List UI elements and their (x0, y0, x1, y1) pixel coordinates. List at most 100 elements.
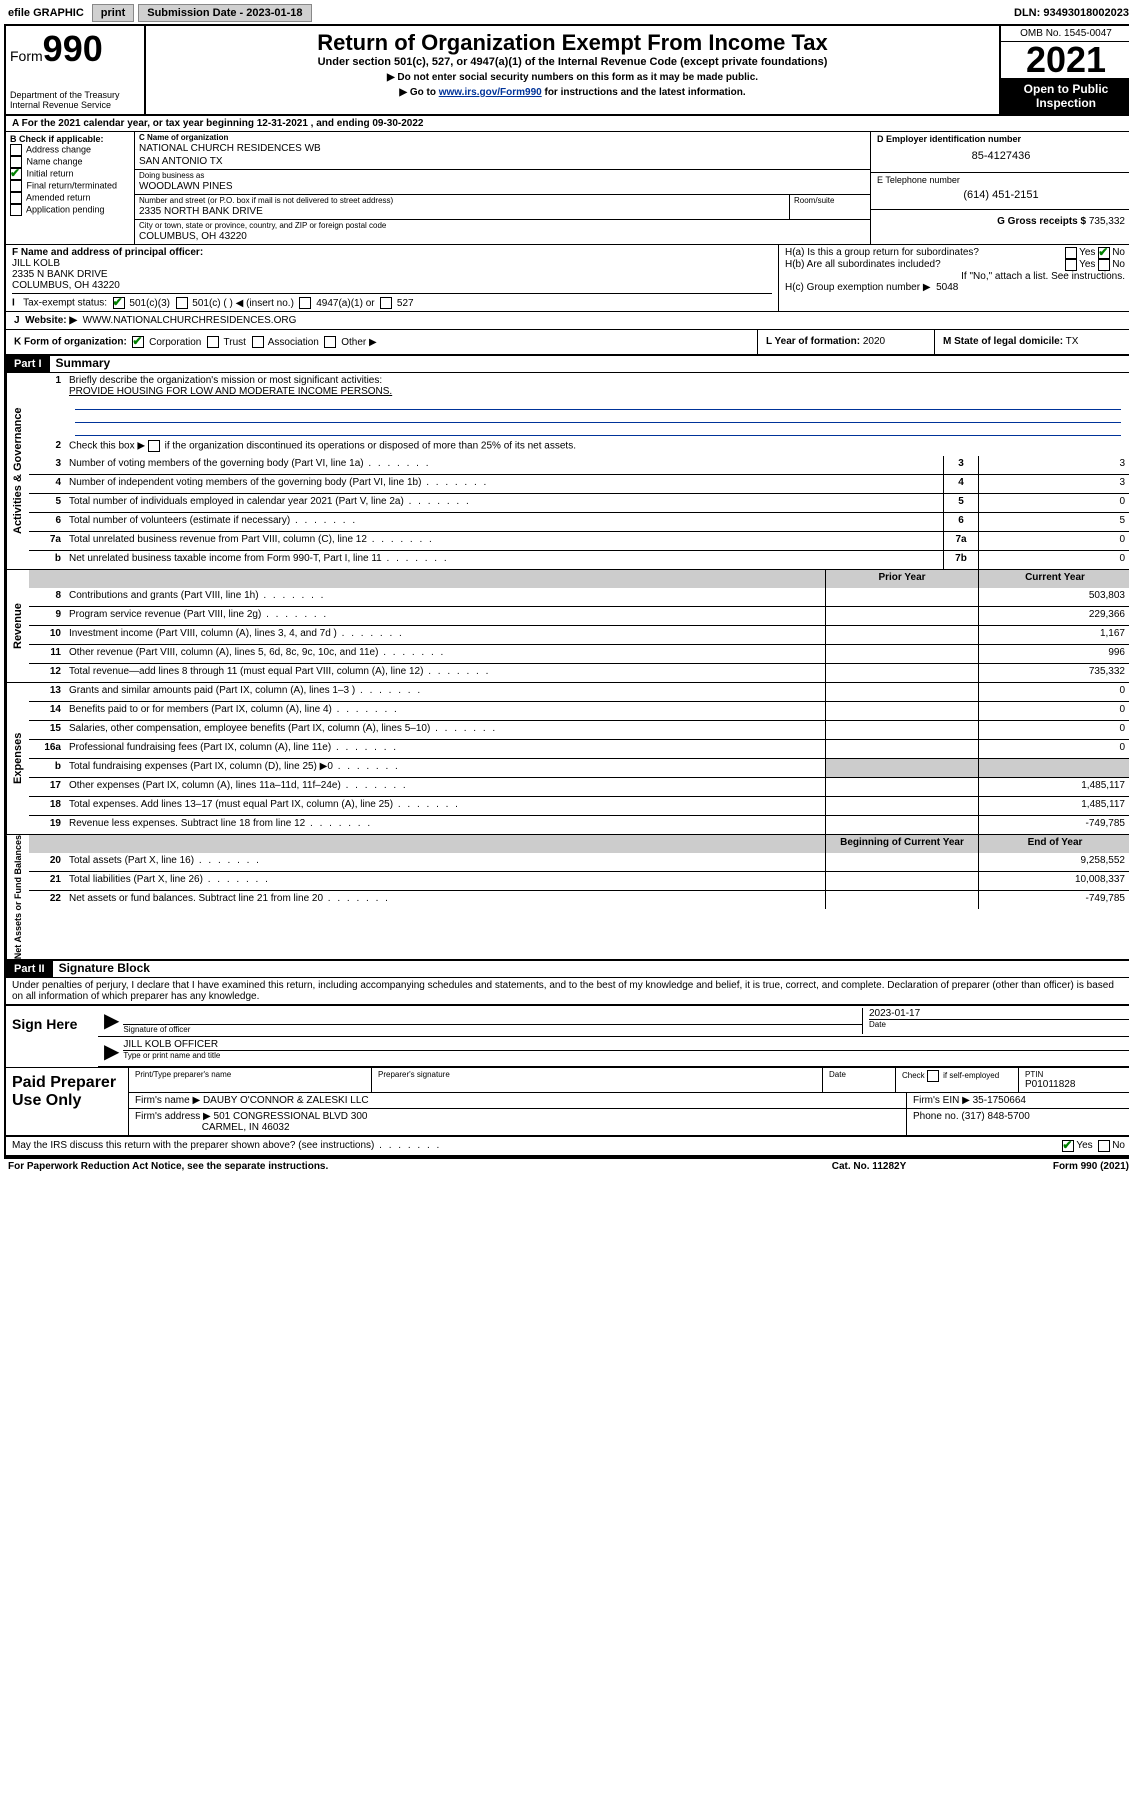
ha-yes-checkbox[interactable] (1065, 247, 1077, 259)
line-15-prior (825, 721, 978, 739)
line-16a-prior (825, 740, 978, 758)
tax-year: 2021 (1001, 42, 1129, 78)
officer-name: JILL KOLB (12, 258, 772, 269)
form-header: Form990 Department of the Treasury Inter… (6, 26, 1129, 116)
checkbox-address-change[interactable] (10, 144, 22, 156)
line-21-current: 10,008,337 (978, 872, 1129, 890)
self-employed-checkbox[interactable] (927, 1070, 939, 1082)
sign-here-section: Sign Here ▶ Signature of officer 2023-01… (6, 1004, 1129, 1067)
sign-arrow-icon-2: ▶ (100, 1039, 123, 1064)
org-form-opt-0[interactable] (132, 336, 144, 348)
section-revenue: Revenue Prior Year Current Year 8Contrib… (6, 570, 1129, 683)
line-12-prior (825, 664, 978, 682)
sign-date: 2023-01-17 (869, 1008, 1129, 1019)
line-8-current: 503,803 (978, 588, 1129, 606)
may-yes-checkbox[interactable] (1062, 1140, 1074, 1152)
line-21-prior (825, 872, 978, 890)
open-to-public: Open to Public Inspection (1001, 78, 1129, 114)
line-18-current: 1,485,117 (978, 797, 1129, 815)
form-title: Return of Organization Exempt From Incom… (150, 30, 995, 56)
org-form-opt-3[interactable] (324, 336, 336, 348)
tax-status-opt-2[interactable] (299, 297, 311, 309)
may-no-checkbox[interactable] (1098, 1140, 1110, 1152)
section-bcdeg: B Check if applicable: Address change Na… (6, 132, 1129, 245)
col-b-checkboxes: B Check if applicable: Address change Na… (6, 132, 135, 244)
state-domicile: TX (1066, 336, 1079, 347)
line-13-prior (825, 683, 978, 701)
checkbox-initial-return[interactable] (10, 168, 22, 180)
penalty-declaration: Under penalties of perjury, I declare th… (6, 978, 1129, 1004)
line-b-prior (825, 759, 978, 777)
line-18-prior (825, 797, 978, 815)
line-b-current (978, 759, 1129, 777)
firm-ein: 35-1750664 (973, 1095, 1026, 1106)
line-14-prior (825, 702, 978, 720)
group-exemption: 5048 (936, 282, 958, 293)
checkbox-application-pending[interactable] (10, 204, 22, 216)
org-form-opt-1[interactable] (207, 336, 219, 348)
ha-no-checkbox[interactable] (1098, 247, 1110, 259)
line-20-prior (825, 853, 978, 871)
line-11-prior (825, 645, 978, 663)
gov-line-4-val: 3 (978, 475, 1129, 493)
line-19-prior (825, 816, 978, 834)
paid-preparer-section: Paid Preparer Use Only Print/Type prepar… (6, 1067, 1129, 1137)
line-11-current: 996 (978, 645, 1129, 663)
officer-name-title: JILL KOLB OFFICER (123, 1039, 1129, 1050)
gov-line-6-val: 5 (978, 513, 1129, 531)
website-url: WWW.NATIONALCHURCHRESIDENCES.ORG (83, 315, 297, 326)
row-k-l-m: K Form of organization: Corporation Trus… (6, 330, 1129, 356)
firm-addr2: CARMEL, IN 46032 (202, 1122, 290, 1133)
firm-name: DAUBY O'CONNOR & ZALESKI LLC (203, 1095, 369, 1106)
page-footer: For Paperwork Reduction Act Notice, see … (4, 1159, 1129, 1174)
dln-label: DLN: 93493018002023 (1010, 5, 1129, 21)
checkbox-final-return-terminated[interactable] (10, 180, 22, 192)
tax-status-opt-1[interactable] (176, 297, 188, 309)
section-governance: Activities & Governance 1 Briefly descri… (6, 373, 1129, 570)
hb-yes-checkbox[interactable] (1065, 259, 1077, 271)
mission-text: PROVIDE HOUSING FOR LOW AND MODERATE INC… (69, 386, 392, 397)
line2-checkbox[interactable] (148, 440, 160, 452)
irs-link[interactable]: www.irs.gov/Form990 (439, 87, 542, 98)
org-name-2: SAN ANTONIO TX (135, 156, 870, 169)
note-link: ▶ Go to www.irs.gov/Form990 for instruct… (150, 87, 995, 98)
gross-receipts: 735,332 (1089, 216, 1125, 227)
city-state-zip: COLUMBUS, OH 43220 (135, 231, 870, 244)
telephone: (614) 451-2151 (877, 189, 1125, 201)
note-ssn: Do not enter social security numbers on … (150, 72, 995, 83)
line-9-current: 229,366 (978, 607, 1129, 625)
firm-phone: (317) 848-5700 (961, 1111, 1029, 1122)
line-22-current: -749,785 (978, 891, 1129, 909)
part2-header: Part IISignature Block (6, 961, 1129, 978)
firm-addr1: 501 CONGRESSIONAL BLVD 300 (214, 1111, 368, 1122)
sign-arrow-icon: ▶ (100, 1008, 123, 1034)
line-10-current: 1,167 (978, 626, 1129, 644)
org-form-opt-2[interactable] (252, 336, 264, 348)
tax-status-opt-0[interactable] (113, 297, 125, 309)
line-8-prior (825, 588, 978, 606)
line-22-prior (825, 891, 978, 909)
hb-no-checkbox[interactable] (1098, 259, 1110, 271)
dept-label: Department of the Treasury Internal Reve… (10, 90, 140, 110)
row-f-h: F Name and address of principal officer:… (6, 245, 1129, 312)
line-13-current: 0 (978, 683, 1129, 701)
tax-status-opt-3[interactable] (380, 297, 392, 309)
line-16a-current: 0 (978, 740, 1129, 758)
year-formation: 2020 (863, 336, 885, 347)
top-toolbar: efile GRAPHIC print Submission Date - 20… (4, 4, 1129, 22)
line-17-prior (825, 778, 978, 796)
street-address: 2335 NORTH BANK DRIVE (135, 206, 789, 219)
row-j-website: J Website: ▶ WWW.NATIONALCHURCHRESIDENCE… (6, 312, 1129, 330)
submission-date-button[interactable]: Submission Date - 2023-01-18 (138, 4, 311, 22)
section-net-assets: Net Assets or Fund Balances Beginning of… (6, 835, 1129, 961)
line-19-current: -749,785 (978, 816, 1129, 834)
line-15-current: 0 (978, 721, 1129, 739)
row-a-tax-year: A For the 2021 calendar year, or tax yea… (6, 116, 1129, 132)
line-9-prior (825, 607, 978, 625)
checkbox-amended-return[interactable] (10, 192, 22, 204)
print-button[interactable]: print (92, 4, 134, 22)
ptin: P01011828 (1025, 1079, 1125, 1090)
may-irs-discuss: May the IRS discuss this return with the… (6, 1137, 1129, 1157)
section-expenses: Expenses 13Grants and similar amounts pa… (6, 683, 1129, 835)
gov-line-7a-val: 0 (978, 532, 1129, 550)
